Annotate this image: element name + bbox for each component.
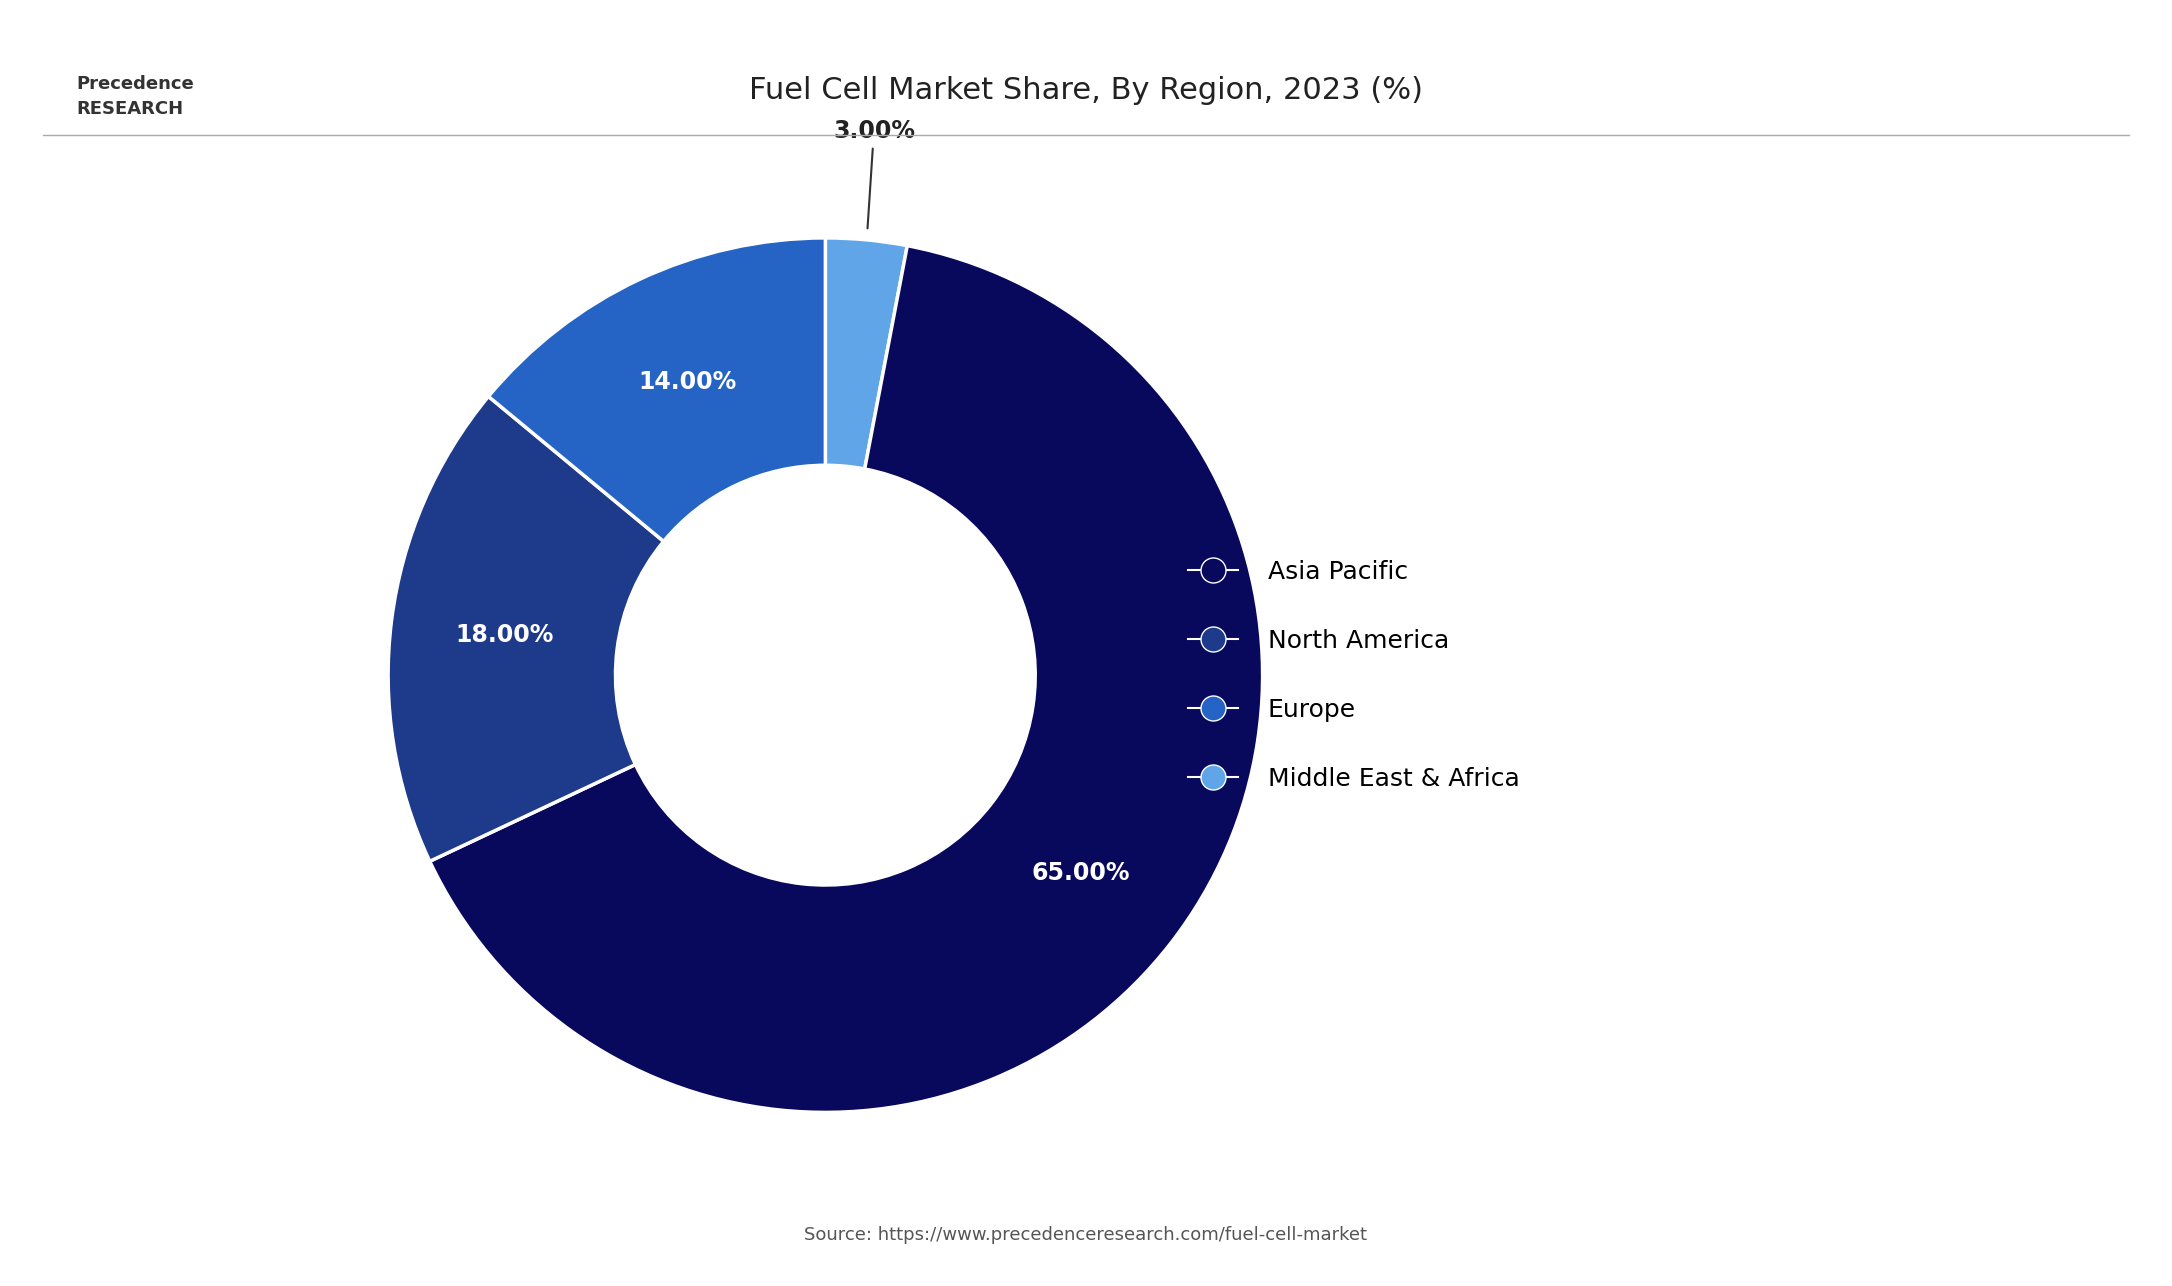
Text: Source: https://www.precedenceresearch.com/fuel-cell-market: Source: https://www.precedenceresearch.c… [804,1226,1368,1244]
Text: 3.00%: 3.00% [832,120,914,229]
Text: 65.00%: 65.00% [1032,862,1129,886]
Text: Precedence
RESEARCH: Precedence RESEARCH [76,75,193,118]
Wedge shape [389,396,665,862]
Wedge shape [430,246,1262,1112]
Text: Fuel Cell Market Share, By Region, 2023 (%): Fuel Cell Market Share, By Region, 2023 … [749,76,1423,104]
Text: 14.00%: 14.00% [639,370,736,395]
Text: 18.00%: 18.00% [456,622,554,647]
Wedge shape [825,238,908,469]
Wedge shape [489,238,825,541]
Legend: Asia Pacific, North America, Europe, Middle East & Africa: Asia Pacific, North America, Europe, Mid… [1188,559,1520,791]
